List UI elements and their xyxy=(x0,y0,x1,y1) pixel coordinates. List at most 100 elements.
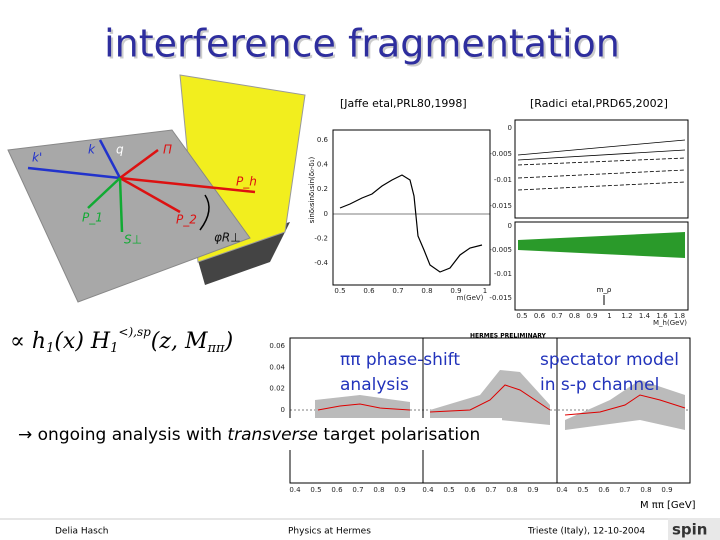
tick-label: -0.005 xyxy=(489,246,512,254)
formula: ∝ h1(x) H1<),sp(z, Mππ) xyxy=(10,325,233,356)
tick-label: 0.6 xyxy=(464,486,476,494)
tick-label: -0.01 xyxy=(494,176,512,184)
arrow-p1 xyxy=(87,177,121,209)
curve xyxy=(517,149,686,161)
annotation: ππ phase-shift xyxy=(340,350,460,370)
plot-jaffe: sinδ₀sinδ₁sin(δ₀-δ₁) xyxy=(308,129,491,286)
tick-label: 0.4 xyxy=(289,486,301,494)
arrow-kprime xyxy=(27,166,121,180)
tick-label: -0.4 xyxy=(314,259,328,267)
tick-label: 0.6 xyxy=(331,486,343,494)
tick-label: 1 xyxy=(607,312,611,320)
marker-label: m_ρ xyxy=(597,286,612,294)
tick-label: 0.8 xyxy=(569,312,580,320)
tick-label: 0.9 xyxy=(394,486,405,494)
tick-label: 0.7 xyxy=(392,287,403,295)
annotation: spectator model xyxy=(540,350,679,370)
curve xyxy=(517,181,686,191)
logo: spin xyxy=(672,521,708,539)
tick-label: 0 xyxy=(508,124,512,132)
label: Π xyxy=(163,143,172,157)
label: φR⊥ xyxy=(214,231,241,245)
formula-part: 1 xyxy=(110,341,118,356)
annotation: in s-p channel xyxy=(540,375,659,395)
curve xyxy=(517,169,686,179)
label: k xyxy=(88,143,96,157)
label: P_h xyxy=(236,175,257,189)
axes xyxy=(332,129,491,286)
formula-part: ∝ h xyxy=(10,329,46,354)
plot-radici: m_ρ xyxy=(514,119,689,311)
tick-label: 0.6 xyxy=(598,486,610,494)
reference: [Jaffe etal,PRL80,1998] xyxy=(340,97,467,110)
curve xyxy=(564,394,686,416)
banner-part: transverse xyxy=(227,425,318,445)
arrow-k xyxy=(98,139,122,179)
tick-label: 0 xyxy=(324,210,328,218)
banner-part: target polarisation xyxy=(318,425,480,445)
tick-label: -0.2 xyxy=(314,234,328,242)
tick-label: 0.2 xyxy=(317,185,328,193)
band xyxy=(315,395,410,425)
plot-hermes: HERMES PRELIMINARY M ππ [GeV] xyxy=(289,333,696,511)
tick-label: 1.8 xyxy=(674,312,685,320)
arrow-ph xyxy=(119,176,256,194)
curve xyxy=(339,174,483,273)
tick-label: 0.6 xyxy=(363,287,375,295)
annotation: analysis xyxy=(340,375,409,395)
footer-place: Trieste (Italy), 12-10-2004 xyxy=(527,527,645,537)
tick-label: 0.4 xyxy=(422,486,434,494)
arrow-p2 xyxy=(119,176,181,214)
title-shadow: interference fragmentation xyxy=(106,24,622,68)
tick-label: 0.9 xyxy=(527,486,538,494)
tick-label: m(GeV) xyxy=(457,294,484,302)
y-label: sinδ₀sinδ₁sin(δ₀-δ₁) xyxy=(308,157,316,224)
formula-part: (x) H xyxy=(54,329,111,354)
tick-label: 0.5 xyxy=(443,486,454,494)
x-label: M ππ [GeV] xyxy=(640,500,696,511)
footer-author: Delia Hasch xyxy=(55,527,108,537)
tick-label: 0.9 xyxy=(586,312,597,320)
axes xyxy=(514,119,689,219)
tick-label: 0.8 xyxy=(506,486,517,494)
banner-part: ongoing analysis with xyxy=(38,425,228,445)
tick-label: 0.6 xyxy=(534,312,546,320)
tick-label: 0.8 xyxy=(640,486,651,494)
axes xyxy=(514,221,689,311)
label: P_1 xyxy=(82,211,103,225)
axes xyxy=(289,337,691,484)
tick-label: 0.5 xyxy=(334,287,345,295)
tick-label: 0.7 xyxy=(485,486,496,494)
tick-label: M_h(GeV) xyxy=(653,319,687,327)
logo-box xyxy=(668,518,720,540)
tick-label: 0.5 xyxy=(516,312,527,320)
label: S⊥ xyxy=(124,233,142,247)
banner-box xyxy=(0,418,502,450)
arrow-pi xyxy=(119,148,159,180)
tick-label: 0 xyxy=(281,406,285,414)
curve xyxy=(429,384,551,413)
tick-label: 0.8 xyxy=(421,287,432,295)
curve xyxy=(317,403,411,411)
tick-label: 1.4 xyxy=(639,312,651,320)
tick-label: 0.5 xyxy=(577,486,588,494)
tick-label: 0.6 xyxy=(317,136,329,144)
title: interference fragmentation xyxy=(104,22,620,66)
preliminary: HERMES PRELIMINARY xyxy=(470,333,547,340)
tick-label: 1 xyxy=(483,287,487,295)
tick-label: 0.02 xyxy=(269,385,285,393)
tick-label: -0.005 xyxy=(489,150,512,158)
footer-event: Physics at Hermes xyxy=(288,527,371,537)
tick-label: 0.4 xyxy=(556,486,568,494)
tick-label: -0.015 xyxy=(489,294,512,302)
band xyxy=(518,232,685,258)
tick-label: -0.01 xyxy=(494,270,512,278)
curve xyxy=(517,139,686,156)
tick-label: 0.06 xyxy=(269,342,285,350)
banner-part: → xyxy=(18,425,32,445)
tick-label: 1.2 xyxy=(621,312,632,320)
formula-part: <),sp xyxy=(118,325,151,339)
tick-label: 0.7 xyxy=(551,312,562,320)
tick-label: 0.7 xyxy=(352,486,363,494)
arrow-s xyxy=(118,177,124,233)
